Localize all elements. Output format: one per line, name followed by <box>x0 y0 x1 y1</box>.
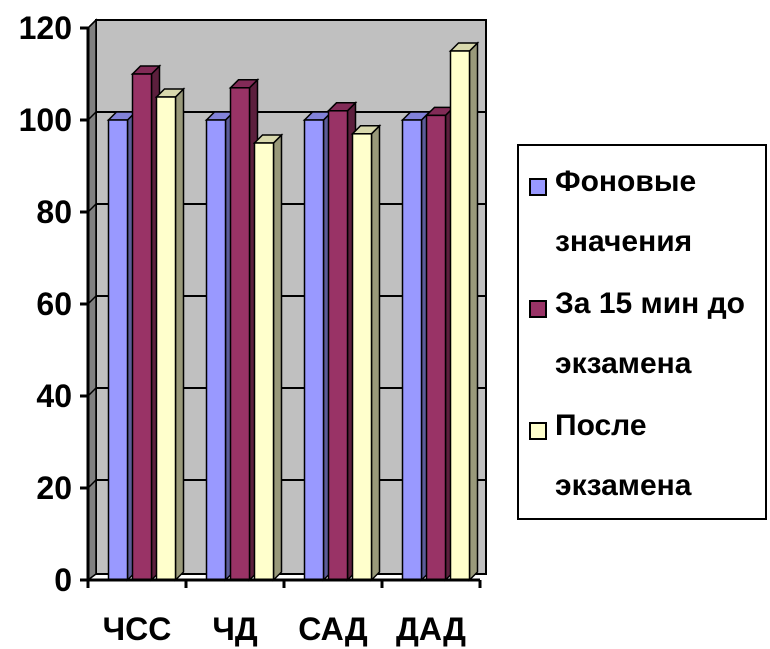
bar <box>400 110 432 582</box>
y-tick-label: 100 <box>19 102 72 138</box>
legend-item-after-exam: После экзамена <box>529 409 760 516</box>
x-category-label: ЧСС <box>103 611 172 647</box>
bar-front <box>303 119 325 581</box>
bar-front <box>401 119 423 581</box>
bar <box>326 100 358 582</box>
bar-side <box>272 133 283 582</box>
bar <box>350 123 382 582</box>
legend-label-before-exam: За 15 мин до экзамена <box>555 287 745 380</box>
bar <box>424 105 456 582</box>
x-category-label: САД <box>298 611 368 647</box>
gridline-side <box>87 19 97 29</box>
bar-front <box>351 133 373 581</box>
legend-swatch-after-exam <box>529 422 547 440</box>
bar <box>448 41 480 582</box>
y-tick-label: 80 <box>36 194 72 230</box>
bar-front <box>425 114 447 581</box>
y-tick-label: 20 <box>36 470 72 506</box>
bar-front <box>155 96 177 581</box>
bar-side <box>370 123 381 582</box>
bar-front <box>253 142 275 581</box>
y-tick-label: 0 <box>54 562 72 598</box>
bar-front <box>229 87 251 581</box>
legend-swatch-background <box>529 178 547 196</box>
legend-item-before-exam: За 15 мин до экзамена <box>529 287 760 394</box>
bar <box>106 110 138 582</box>
y-tick-label: 40 <box>36 378 72 414</box>
bar-front <box>131 73 153 581</box>
bar-side <box>174 87 185 582</box>
x-category-label: ЧД <box>212 611 257 647</box>
bar-front <box>205 119 227 581</box>
y-tick-label: 60 <box>36 286 72 322</box>
y-tick-label: 120 <box>19 10 72 46</box>
legend-swatch-before-exam <box>529 300 547 318</box>
bars <box>106 41 480 582</box>
bar-front <box>449 50 471 581</box>
bar <box>252 133 284 582</box>
legend-label-background: Фоновые значения <box>555 165 697 258</box>
bar <box>302 110 334 582</box>
y-axis-ticks: 0 20 40 60 80 100 120 <box>19 10 88 598</box>
bar-front <box>107 119 129 581</box>
bar <box>228 77 260 582</box>
legend: Фоновые значения За 15 мин до экзамена П… <box>517 144 767 520</box>
bar-front <box>327 110 349 581</box>
x-axis-categories: ЧСС ЧД САД ДАД <box>86 580 482 647</box>
bar <box>154 87 186 582</box>
bar-side <box>468 41 479 582</box>
x-category-label: ДАД <box>396 611 466 647</box>
legend-label-after-exam: После экзамена <box>555 409 692 502</box>
bar <box>130 64 162 582</box>
legend-item-background: Фоновые значения <box>529 165 760 272</box>
bar <box>204 110 236 582</box>
